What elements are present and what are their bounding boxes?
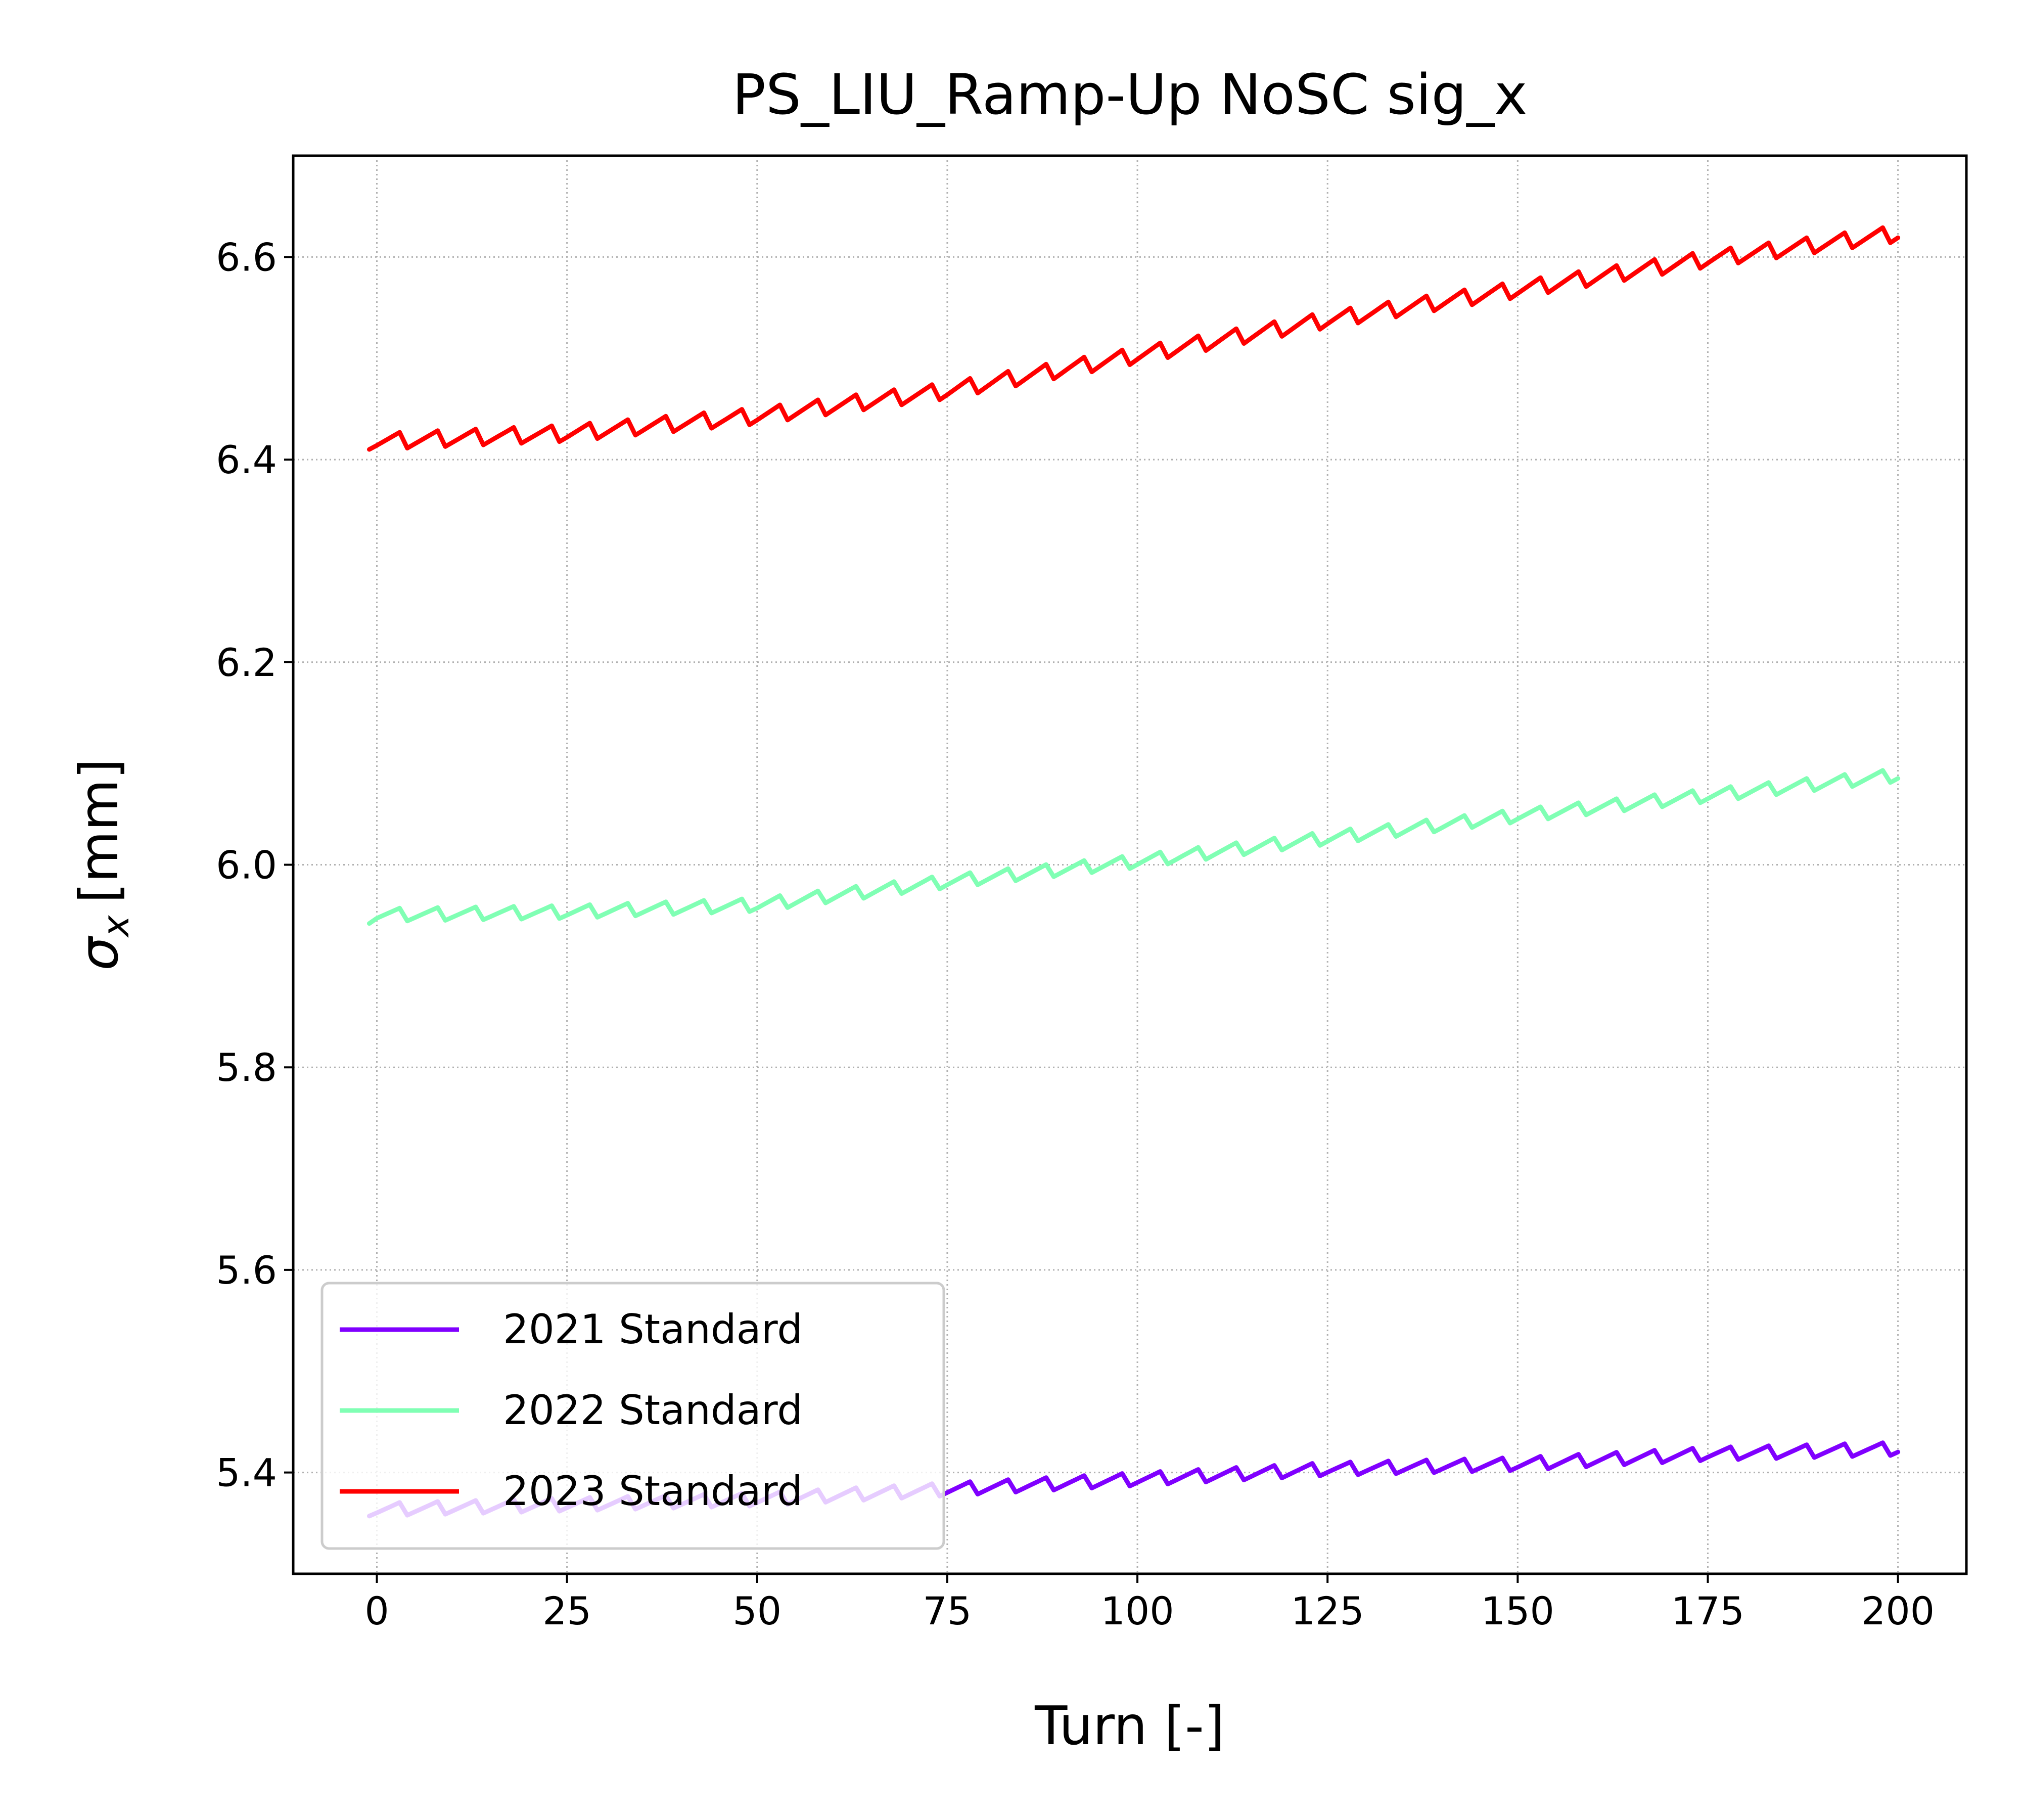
x-tick-label: 125 bbox=[1291, 1588, 1364, 1633]
x-tick-label: 0 bbox=[364, 1588, 389, 1633]
x-axis-label: Turn [-] bbox=[1034, 1695, 1225, 1757]
x-tick-label: 200 bbox=[1861, 1588, 1935, 1633]
y-axis-symbol: σ bbox=[68, 935, 130, 971]
x-tick-label: 25 bbox=[542, 1588, 591, 1633]
x-tick-label: 50 bbox=[732, 1588, 782, 1633]
legend-label-2022-standard: 2022 Standard bbox=[503, 1387, 803, 1434]
legend-label-2021-standard: 2021 Standard bbox=[503, 1306, 803, 1353]
y-tick-label: 5.6 bbox=[216, 1248, 277, 1293]
y-tick-label: 6.0 bbox=[216, 843, 277, 888]
y-tick-label: 6.2 bbox=[216, 640, 277, 685]
x-tick-label: 75 bbox=[923, 1588, 972, 1633]
y-axis-subscript: x bbox=[95, 915, 137, 938]
legend: 2021 Standard 2022 Standard 2023 Standar… bbox=[320, 1282, 945, 1550]
x-tick-label: 175 bbox=[1671, 1588, 1744, 1633]
y-tick-label: 6.6 bbox=[216, 235, 277, 280]
legend-label-2023-standard: 2023 Standard bbox=[503, 1468, 803, 1515]
series-line-2023-standard bbox=[367, 225, 1901, 452]
y-axis-unit: [mm] bbox=[68, 758, 130, 903]
y-tick-label: 5.4 bbox=[216, 1450, 277, 1495]
x-tick-label: 150 bbox=[1481, 1588, 1554, 1633]
chart-title: PS_LIU_Ramp-Up NoSC sig_x bbox=[732, 62, 1528, 127]
x-tick-label: 100 bbox=[1101, 1588, 1174, 1633]
y-tick-label: 5.8 bbox=[216, 1045, 277, 1090]
axis-ticks: 0 25 50 75 100 125 150 175 200 5.4 5.6 5.8 6.0 6.2 6.4… bbox=[216, 235, 1935, 1633]
y-axis-label: σx [mm] bbox=[68, 758, 137, 971]
legend-box bbox=[320, 1282, 945, 1550]
y-tick-label: 6.4 bbox=[216, 437, 277, 482]
series-line-2022-standard bbox=[367, 768, 1901, 926]
